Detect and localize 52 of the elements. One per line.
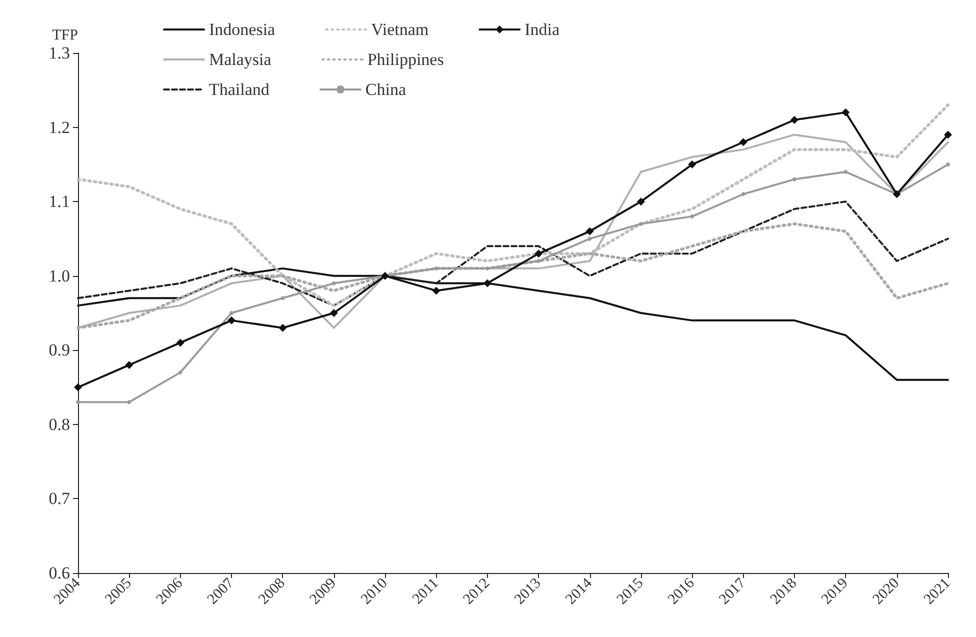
point (636, 198, 645, 206)
legend-label: China (365, 80, 406, 99)
point (739, 138, 748, 146)
point (125, 361, 134, 369)
x-tick-label: 2021 (921, 575, 954, 608)
point (792, 177, 796, 182)
y-tick-label: 1.0 (48, 266, 70, 286)
point (483, 279, 492, 288)
y-tick-label: 0.6 (48, 564, 70, 582)
point (741, 192, 746, 196)
point (946, 162, 950, 166)
point (278, 324, 287, 332)
x-tick-label: 2011 (410, 575, 442, 608)
point (76, 400, 80, 404)
point (790, 116, 798, 124)
point (74, 383, 82, 392)
point (432, 286, 440, 295)
point (534, 250, 543, 258)
y-tick-label: 1.2 (48, 118, 70, 137)
point (638, 222, 643, 226)
legend-label: Vietnam (371, 20, 429, 39)
legend-label: Thailand (209, 80, 270, 99)
point (178, 370, 182, 374)
point (332, 281, 336, 286)
point (586, 227, 594, 236)
point (536, 259, 541, 263)
point (842, 108, 850, 116)
y-tick-label: 0.7 (48, 489, 70, 508)
point (330, 309, 338, 317)
point (176, 338, 184, 347)
y-tick-label: 1.1 (48, 192, 70, 212)
legend-label: Indonesia (209, 20, 276, 39)
point (127, 400, 132, 404)
legend-label: Philippines (367, 50, 444, 69)
point (688, 160, 696, 168)
legend-label: Malaysia (209, 50, 272, 69)
point (280, 296, 285, 300)
point (434, 266, 438, 270)
line-series (76, 104, 950, 308)
y-tick-label: 0.9 (48, 340, 70, 360)
legend-label: India (524, 20, 560, 39)
point (485, 266, 490, 270)
y-tick-label: 0.8 (48, 414, 70, 434)
y-tick-label: 1.3 (48, 44, 70, 62)
point (228, 316, 236, 324)
line-series (77, 134, 949, 329)
y-axis-title: TFP (52, 28, 78, 44)
point (588, 236, 592, 241)
point (690, 214, 694, 218)
point (230, 311, 234, 315)
point (944, 130, 952, 139)
point (844, 170, 848, 174)
